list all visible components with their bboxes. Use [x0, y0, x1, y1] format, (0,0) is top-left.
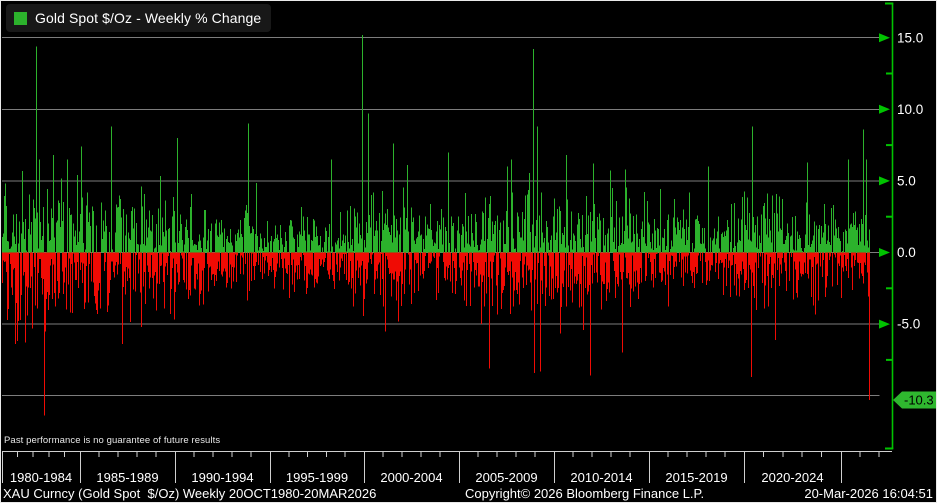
footer-security-info: XAU Curncy (Gold Spot $/Oz) Weekly 20OCT… [3, 486, 377, 501]
y-tick-label: 10.0 [897, 102, 923, 117]
series-label: Gold Spot $/Oz - Weekly % Change [35, 10, 262, 26]
bars-positive [2, 34, 870, 253]
last-value-label: -10.3 [904, 393, 934, 408]
footer-datetime: 20-Mar-2026 16:04:51 [804, 486, 933, 501]
y-tick-arrow-icon [879, 33, 890, 43]
footer-copyright: Copyright© 2026 Bloomberg Finance L.P. [465, 486, 705, 501]
y-tick-label: 0.0 [897, 245, 916, 260]
x-period-label: 2010-2014 [570, 470, 632, 485]
footer-bar: XAU Curncy (Gold Spot $/Oz) Weekly 20OCT… [1, 486, 936, 502]
y-tick-label: 15.0 [897, 30, 923, 45]
last-value-badge: -10.3 [893, 391, 936, 409]
x-axis: 1980-1984 1985-1989 1990-1994 1995-1999 2000… [2, 451, 892, 485]
series-swatch-icon [14, 11, 27, 25]
x-period-label: 2015-2019 [665, 470, 727, 485]
x-period-label: 1990-1994 [191, 470, 253, 485]
x-period-label: 2000-2004 [380, 470, 442, 485]
y-tick-label: 5.0 [897, 174, 916, 189]
y-tick-arrow-icon [879, 319, 890, 329]
chart-legend[interactable]: Gold Spot $/Oz - Weekly % Change [6, 4, 272, 32]
x-period-label: 2005-2009 [475, 470, 537, 485]
y-tick-arrow-icon [879, 104, 890, 114]
x-period-label: 1980-1984 [10, 470, 72, 485]
x-period-label: 2020-2024 [761, 470, 823, 485]
y-tick-label: -5.0 [897, 317, 920, 332]
y-tick-arrow-icon [879, 176, 890, 186]
y-tick-arrow-icon [879, 248, 890, 257]
x-period-label: 1995-1999 [286, 470, 348, 485]
bars-negative [2, 252, 870, 416]
x-period-label: 1985-1989 [96, 470, 158, 485]
disclaimer-text: Past performance is no guarantee of futu… [4, 435, 221, 446]
y-axis: 15.0 10.0 5.0 0.0 -5.0 [879, 2, 923, 450]
